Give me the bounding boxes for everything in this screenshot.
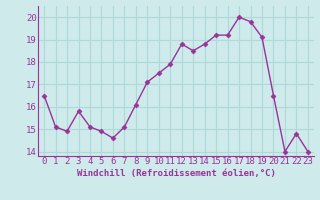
X-axis label: Windchill (Refroidissement éolien,°C): Windchill (Refroidissement éolien,°C) — [76, 169, 276, 178]
